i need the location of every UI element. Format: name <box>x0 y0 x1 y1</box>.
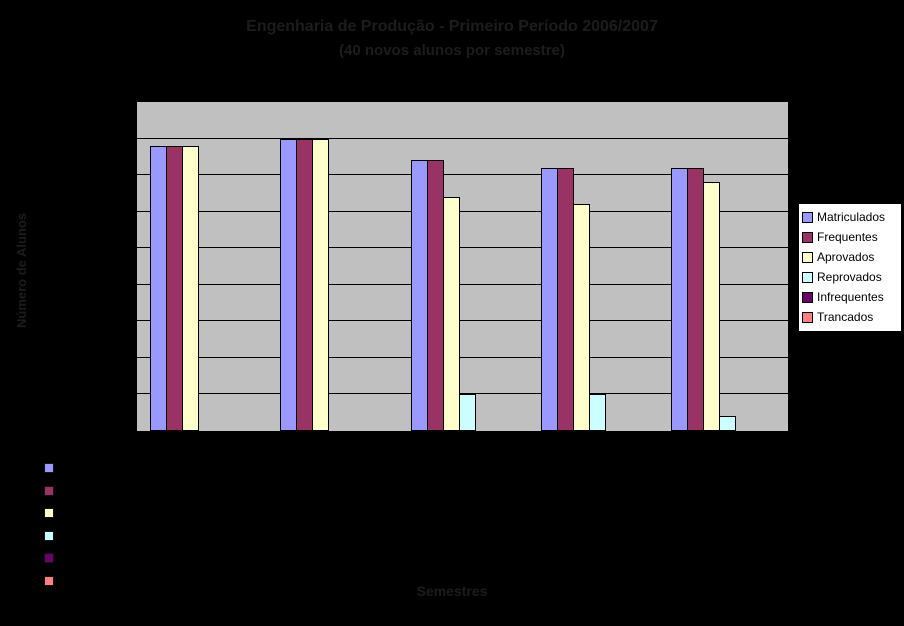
gridline-30 <box>137 210 788 212</box>
legend-item-matriculados: Matriculados <box>802 207 899 227</box>
bottom-legend-item-5 <box>44 553 54 563</box>
bottom-legend-swatch-2 <box>44 486 54 496</box>
bar-matriculados-cat1 <box>150 146 168 431</box>
bottom-legend-item-3 <box>44 508 54 518</box>
bar-matriculados-cat4 <box>540 168 558 431</box>
legend-swatch-frequentes <box>802 231 813 243</box>
bottom-legend-swatch-3 <box>44 508 54 518</box>
chart-title: Engenharia de Produção - Primeiro Períod… <box>246 18 658 35</box>
legend-swatch-matriculados <box>802 211 813 223</box>
gridline-40 <box>137 137 788 139</box>
legend-item-aprovados: Aprovados <box>802 247 899 267</box>
bar-frequentes-cat2 <box>296 139 314 431</box>
legend-label: Frequentes <box>817 230 878 244</box>
bottom-legend-swatch-5 <box>44 553 54 563</box>
gridline-25 <box>137 247 788 249</box>
legend-swatch-reprovados <box>802 271 813 283</box>
x-axis-title: Semestres <box>416 583 488 599</box>
bar-frequentes-cat3 <box>426 160 444 431</box>
bottom-legend-item-2 <box>44 486 54 496</box>
legend-item-reprovados: Reprovados <box>802 267 899 287</box>
bottom-legend-swatch-6 <box>44 576 54 586</box>
legend-swatch-infrequentes <box>802 291 813 303</box>
y-axis-title: Número de Alunos <box>14 212 29 328</box>
gridline-15 <box>137 320 788 322</box>
legend-item-infrequentes: Infrequentes <box>802 287 899 307</box>
legend-label: Reprovados <box>817 270 882 284</box>
bar-aprovados-cat1 <box>182 146 200 431</box>
legend-label: Infrequentes <box>817 290 884 304</box>
legend-label: Matriculados <box>817 210 886 224</box>
bar-aprovados-cat4 <box>572 204 590 431</box>
x-axis-line <box>135 431 790 433</box>
bar-frequentes-cat1 <box>166 146 184 431</box>
legend: Matriculados Frequentes Aprovados Reprovado… <box>798 203 902 332</box>
gridline-20 <box>137 283 788 285</box>
bar-reprovados-cat4 <box>588 394 606 431</box>
bar-matriculados-cat5 <box>670 168 688 431</box>
legend-label: Trancados <box>817 310 874 324</box>
bottom-legend-item-4 <box>44 531 54 541</box>
bar-frequentes-cat5 <box>686 168 704 431</box>
gridline-5 <box>137 393 788 395</box>
bottom-legend-swatch-4 <box>44 531 54 541</box>
bar-matriculados-cat3 <box>410 160 428 431</box>
bar-frequentes-cat4 <box>556 168 574 431</box>
legend-label: Aprovados <box>817 250 875 264</box>
legend-swatch-trancados <box>802 311 813 323</box>
plot-area <box>135 100 790 433</box>
bar-reprovados-cat3 <box>458 394 476 431</box>
legend-item-frequentes: Frequentes <box>802 227 899 247</box>
gridline-10 <box>137 356 788 358</box>
bar-aprovados-cat5 <box>702 182 720 431</box>
gridline-35 <box>137 174 788 176</box>
bottom-legend-item-6 <box>44 576 54 586</box>
bar-aprovados-cat2 <box>312 139 330 431</box>
legend-swatch-aprovados <box>802 251 813 263</box>
bar-matriculados-cat2 <box>280 139 298 431</box>
bottom-legend-item-1 <box>44 463 54 473</box>
bar-aprovados-cat3 <box>442 197 460 431</box>
chart-subtitle: (40 novos alunos por semestre) <box>339 42 565 59</box>
bar-reprovados-cat5 <box>718 416 736 431</box>
bottom-legend-swatch-1 <box>44 463 54 473</box>
legend-item-trancados: Trancados <box>802 307 899 327</box>
